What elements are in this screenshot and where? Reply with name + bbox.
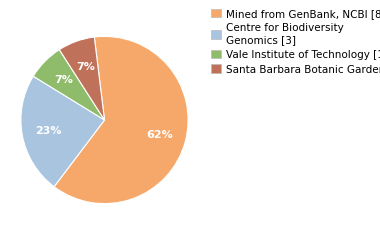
Text: 62%: 62% xyxy=(146,130,173,140)
Wedge shape xyxy=(33,50,105,120)
Text: 7%: 7% xyxy=(76,61,95,72)
Legend: Mined from GenBank, NCBI [8], Centre for Biodiversity
Genomics [3], Vale Institu: Mined from GenBank, NCBI [8], Centre for… xyxy=(211,8,380,75)
Text: 7%: 7% xyxy=(54,75,73,85)
Wedge shape xyxy=(59,37,104,120)
Text: 23%: 23% xyxy=(35,126,62,136)
Wedge shape xyxy=(54,36,188,204)
Wedge shape xyxy=(21,76,104,187)
